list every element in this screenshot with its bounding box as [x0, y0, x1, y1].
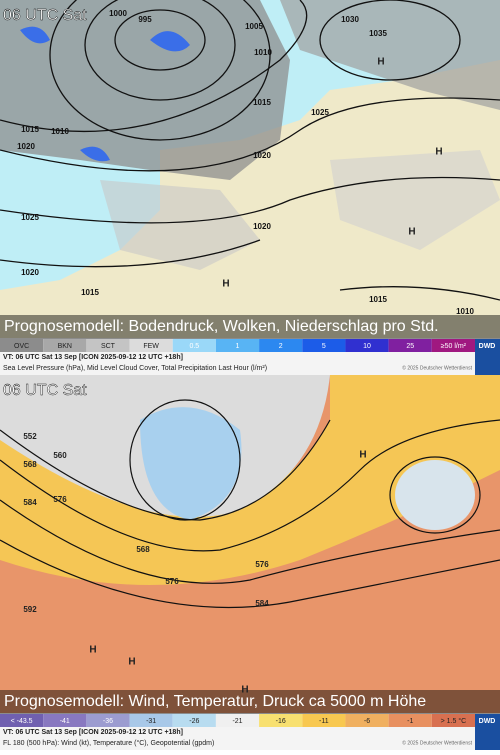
contour-label: 1015	[253, 98, 271, 107]
legend-label: > 1.5 °C	[441, 717, 467, 725]
contour-label: 1035	[369, 29, 387, 38]
pressure-center: H	[128, 657, 135, 668]
contour-label: 584	[23, 498, 37, 507]
legend-label: -36	[103, 718, 113, 725]
legend-label: -41	[60, 718, 70, 725]
legend-swatch	[302, 714, 346, 727]
legend-label: 25	[406, 343, 414, 350]
legend-swatch	[129, 339, 173, 352]
copyright: © 2025 Deutscher Wetterdienst	[402, 739, 472, 746]
contour-label: 1020	[17, 142, 35, 151]
contour-label: 1030	[341, 15, 359, 24]
legend-swatch	[259, 714, 303, 727]
legend-swatch	[0, 339, 44, 352]
legend-label: FEW	[143, 343, 159, 350]
pressure-center: H	[222, 279, 229, 290]
legend-swatch	[86, 339, 130, 352]
legend-swatch	[345, 339, 389, 352]
legend-swatch	[431, 339, 475, 352]
time-label: 06 UTC Sat	[3, 382, 87, 399]
legend-label: -26	[189, 718, 199, 725]
valid-time: VT: 06 UTC Sat 13 Sep [ICON 2025-09-12 1…	[3, 729, 183, 736]
legend-swatch	[431, 714, 475, 727]
legend-label: BKN	[58, 343, 72, 350]
contour-label: 1015	[81, 288, 99, 297]
caption: Prognosemodell: Wind, Temperatur, Druck …	[4, 693, 426, 710]
legend-label: -21	[232, 718, 242, 725]
contour-label: 1020	[253, 151, 271, 160]
legend-label: ≥50 l/m²	[441, 343, 467, 350]
legend-swatch	[215, 714, 260, 727]
bottom-map	[0, 375, 500, 713]
contour-label: 1020	[253, 222, 271, 231]
pressure-center: H	[241, 685, 248, 696]
legend-swatch	[172, 714, 216, 727]
description: FL 180 (500 hPa): Wind (kt), Temperature…	[3, 739, 214, 747]
contour-label: 568	[23, 460, 37, 469]
legend-label: -16	[276, 718, 286, 725]
pressure-center: H	[435, 147, 442, 158]
pressure-center: H	[408, 227, 415, 238]
logo: DWD	[479, 718, 496, 725]
legend-label: 10	[363, 343, 371, 350]
legend-swatch	[43, 339, 87, 352]
legend-label: -11	[319, 718, 329, 725]
copyright: © 2025 Deutscher Wetterdienst	[402, 364, 472, 371]
contour-label: 1010	[51, 127, 69, 136]
contour-label: 1005	[245, 22, 263, 31]
legend-label: < -43.5	[11, 718, 33, 725]
legend-swatch	[259, 339, 303, 352]
contour-label: 1025	[311, 108, 329, 117]
legend-swatch	[43, 714, 87, 727]
contour-label: 1000	[109, 9, 127, 18]
legend-swatch	[0, 714, 44, 727]
legend-label: 1	[236, 343, 240, 350]
legend-swatch	[302, 339, 346, 352]
legend-swatch	[172, 339, 216, 352]
contour-label: 592	[23, 605, 37, 614]
legend-swatch	[388, 339, 432, 352]
valid-time: VT: 06 UTC Sat 13 Sep [ICON 2025-09-12 1…	[3, 354, 183, 361]
contour-label: 552	[23, 432, 37, 441]
contour-label: 576	[255, 560, 269, 569]
legend-label: 2	[279, 343, 283, 350]
legend-label: 0.5	[189, 343, 199, 350]
legend-label: -31	[146, 718, 156, 725]
legend-swatch	[86, 714, 130, 727]
contour-label: 1010	[254, 48, 272, 57]
pressure-center: H	[359, 450, 366, 461]
description: Sea Level Pressure (hPa), Mid Level Clou…	[3, 365, 267, 372]
caption: Prognosemodell: Bodendruck, Wolken, Nied…	[4, 318, 439, 335]
legend-label: SCT	[101, 343, 116, 350]
legend-label: -1	[407, 718, 413, 725]
contour-label: 560	[53, 451, 67, 460]
contour-label: 1010	[456, 307, 474, 316]
contour-label: 1020	[21, 268, 39, 277]
top-map	[0, 0, 500, 338]
time-label: 06 UTC Sat	[3, 7, 87, 24]
contour-label: 1015	[369, 295, 387, 304]
contour-label: 995	[138, 15, 152, 24]
legend-swatch	[388, 714, 432, 727]
contour-label: 1025	[21, 213, 39, 222]
contour-label: 568	[136, 545, 150, 554]
legend-swatch	[345, 714, 389, 727]
contour-label: 576	[165, 577, 179, 586]
pressure-center: H	[89, 645, 96, 656]
contour-label: 584	[255, 599, 269, 608]
legend-label: -6	[364, 718, 370, 725]
contour-label: 576	[53, 495, 67, 504]
legend-swatch	[129, 714, 173, 727]
legend-label: 5	[322, 343, 326, 350]
legend-swatch	[215, 339, 260, 352]
logo: DWD	[479, 343, 496, 350]
pressure-center: H	[377, 57, 384, 68]
contour-label: 1015	[21, 125, 39, 134]
legend-label: OVC	[14, 343, 29, 350]
